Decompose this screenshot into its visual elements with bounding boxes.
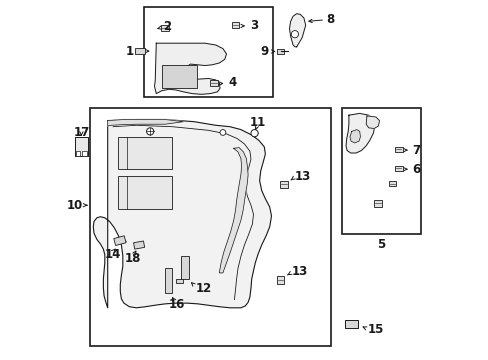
Bar [344, 320, 358, 328]
Bar [276, 49, 284, 54]
Bar [76, 151, 80, 156]
Text: 14: 14 [105, 248, 121, 261]
Text: 18: 18 [124, 252, 141, 265]
Text: 11: 11 [249, 116, 266, 129]
Bar [165, 268, 171, 293]
Polygon shape [346, 113, 374, 153]
Text: 10: 10 [66, 199, 82, 212]
Bar [118, 176, 171, 209]
Text: 5: 5 [376, 238, 385, 251]
Bar [143, 7, 273, 97]
Polygon shape [366, 116, 379, 129]
Text: 4: 4 [228, 76, 236, 89]
Bar [161, 25, 169, 31]
Text: 9: 9 [260, 45, 268, 58]
Text: 6: 6 [411, 163, 420, 176]
Polygon shape [349, 130, 360, 143]
Bar [118, 137, 171, 169]
Circle shape [291, 31, 298, 38]
Polygon shape [219, 148, 247, 273]
Bar [388, 181, 396, 186]
Text: 17: 17 [73, 126, 89, 139]
Bar [341, 108, 420, 234]
Text: 15: 15 [367, 323, 383, 336]
Bar [276, 276, 284, 284]
Bar [176, 279, 183, 283]
Text: 1: 1 [125, 45, 134, 58]
Bar [394, 147, 402, 152]
Bar [75, 137, 88, 156]
Bar [209, 80, 218, 86]
Circle shape [220, 130, 225, 135]
Bar [394, 166, 402, 171]
Text: 13: 13 [294, 170, 310, 183]
Bar [114, 236, 126, 246]
Text: 8: 8 [326, 13, 334, 26]
Bar [135, 48, 144, 54]
Text: 3: 3 [250, 19, 258, 32]
Text: 13: 13 [291, 265, 307, 278]
Polygon shape [154, 43, 226, 94]
Text: 2: 2 [163, 21, 171, 33]
Bar [133, 241, 144, 249]
Text: 12: 12 [196, 282, 212, 294]
Bar [373, 200, 381, 207]
Bar [181, 256, 188, 279]
Bar [89, 108, 330, 346]
Bar [231, 22, 239, 28]
Circle shape [250, 130, 258, 137]
Text: 16: 16 [168, 298, 184, 311]
Polygon shape [107, 120, 183, 126]
Bar [162, 65, 196, 88]
Bar [280, 181, 287, 188]
Text: 7: 7 [411, 144, 420, 157]
Circle shape [146, 128, 153, 135]
Polygon shape [93, 120, 271, 308]
Polygon shape [289, 14, 305, 47]
Bar [82, 151, 87, 156]
